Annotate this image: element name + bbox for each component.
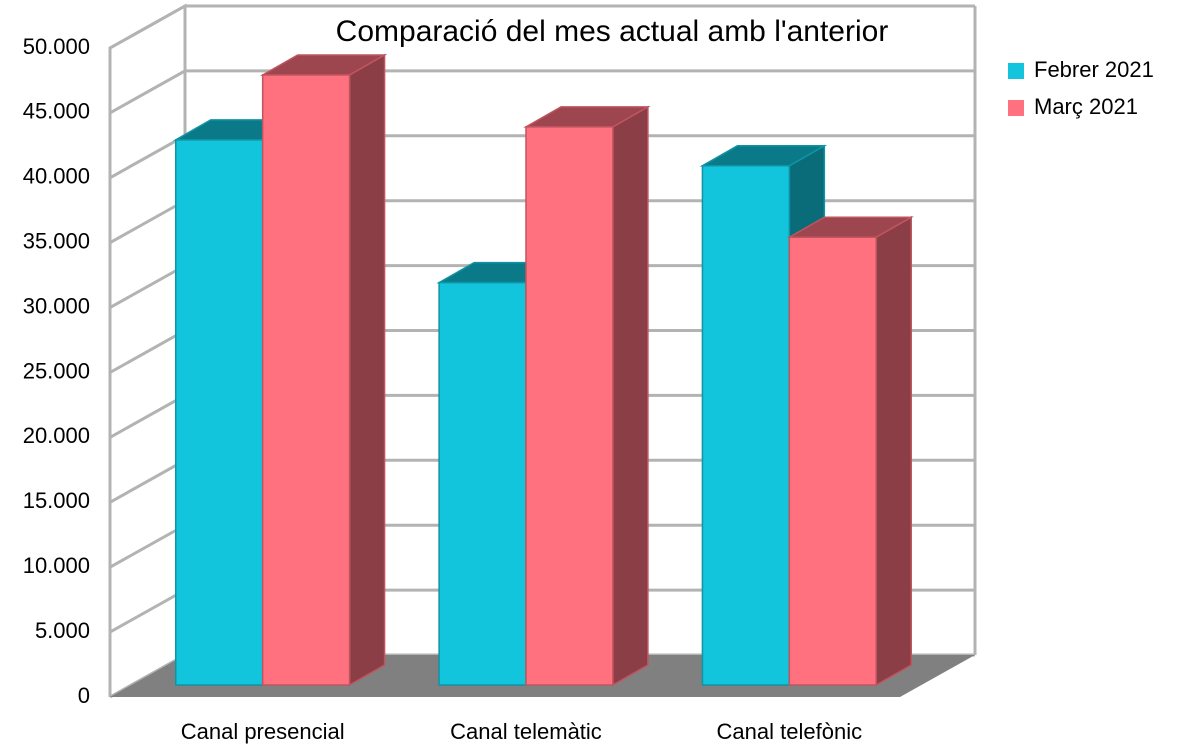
bar-side [875,215,912,687]
bar-side [348,53,386,687]
legend-label: Febrer 2021 [1034,57,1154,82]
y-tick-label: 5.000 [35,618,90,643]
bar-front [438,281,527,686]
bar [786,215,915,687]
x-tick-label: Canal telemàtic [450,719,602,744]
bar-side [612,105,649,687]
y-tick-label: 15.000 [23,488,90,513]
bar [259,53,388,687]
y-tick-label: 0 [78,683,90,708]
legend-swatch [1008,100,1024,116]
legend-label: Març 2021 [1034,94,1138,119]
grid-line [109,69,975,115]
y-tick-label: 20.000 [23,423,90,448]
bar [523,105,651,687]
x-tick-label: Canal presencial [181,719,345,744]
bar-front [525,126,614,686]
bar-front [788,236,877,686]
y-tick-label: 40.000 [23,164,90,189]
y-tick-label: 45.000 [23,99,90,124]
chart-title: Comparació del mes actual amb l'anterior [336,15,889,48]
bar-front [261,74,351,686]
x-tick-label: Canal telefònic [717,719,863,744]
bar-front [175,139,264,686]
y-tick-label: 35.000 [23,229,90,254]
y-tick-label: 30.000 [23,293,90,318]
grid-line [109,4,975,50]
legend-swatch [1008,63,1024,79]
y-tick-label: 50.000 [23,34,90,59]
y-tick-label: 10.000 [23,553,90,578]
bar-front [701,165,791,686]
y-tick-label: 25.000 [23,358,90,383]
